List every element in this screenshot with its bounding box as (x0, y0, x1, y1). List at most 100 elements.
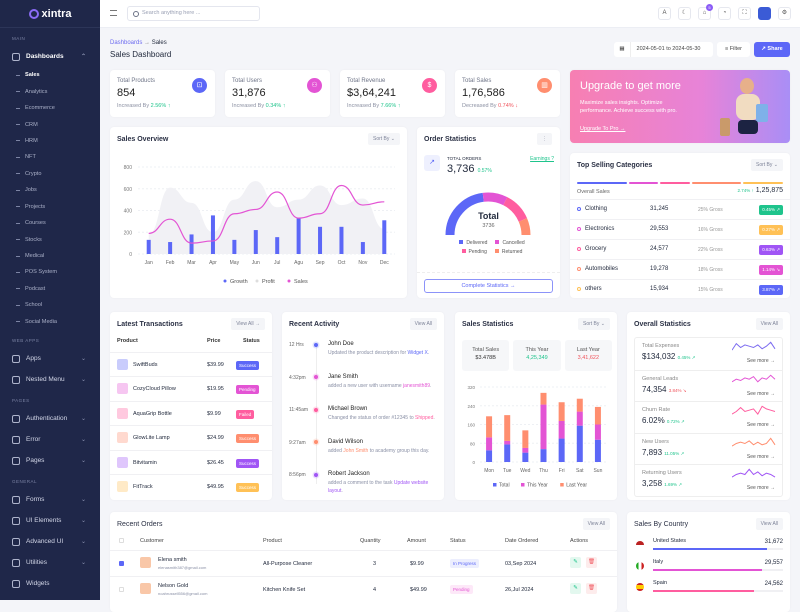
x-tick-label: May (230, 260, 240, 266)
breadcrumb-dashboards[interactable]: Dashboards (110, 40, 143, 46)
column-header: Date Ordered (505, 538, 539, 544)
upgrade-link[interactable]: Upgrade To Pro → (580, 126, 626, 132)
fullscreen-icon[interactable]: ⛶ (738, 7, 751, 20)
sidebar-item-nft[interactable]: NFT (0, 149, 100, 165)
sidebar-item-school[interactable]: School (0, 297, 100, 313)
sidebar-item-sales[interactable]: Sales (0, 67, 100, 83)
cart-icon[interactable]: ⌂ 5 (698, 4, 713, 20)
chevron-down-icon: ⌄ (80, 416, 86, 422)
x-tick-label: Thu (539, 468, 548, 474)
delete-button[interactable]: 🗑 (586, 583, 597, 594)
chart-icon: ▥ (537, 78, 552, 93)
filter-button[interactable]: ≡ Filter (717, 42, 750, 57)
edit-button[interactable]: ✎ (570, 583, 581, 594)
table-header: Customer Product Quantity Amount Status Date … (110, 536, 617, 550)
legend-delivered: Delivered (459, 240, 487, 246)
sidebar-item-error[interactable]: Error ⌄ (0, 429, 100, 450)
sales-overview-card: Sales Overview Sort By ⌄ 0 200 400 600 800 Ja… (110, 127, 407, 298)
see-more-link[interactable]: See more → (746, 358, 775, 364)
sidebar-item-dashboards[interactable]: Dashboards ⌃ (0, 46, 100, 67)
select-all-checkbox[interactable] (119, 538, 124, 543)
x-tick-label: Mar (187, 260, 196, 266)
sidebar-item-jobs[interactable]: Jobs (0, 182, 100, 198)
row-checkbox[interactable] (119, 587, 124, 592)
sort-by-button[interactable]: Sort By ⌄ (368, 133, 400, 145)
overall-statistics-card: Overall Statistics View All Total Expens… (627, 312, 790, 500)
delete-button[interactable]: 🗑 (586, 557, 597, 568)
activity-link[interactable]: Widget X (407, 350, 428, 356)
order-gauge-chart (445, 192, 531, 236)
moon-icon[interactable]: ☾ (678, 7, 691, 20)
see-more-link[interactable]: See more → (746, 485, 775, 492)
stat-box-total-sales: Total Sales $3.478B (462, 340, 510, 371)
total-bar (504, 444, 511, 462)
sidebar-item-crm[interactable]: CRM (0, 116, 100, 132)
row-checkbox[interactable] (119, 561, 124, 566)
more-options-icon[interactable]: ⋮ (537, 133, 552, 145)
see-more-link[interactable]: See more → (746, 453, 775, 460)
avatar[interactable] (758, 7, 771, 20)
sidebar-item-authentication[interactable]: Authentication ⌄ (0, 408, 100, 429)
edit-button[interactable]: ✎ (570, 557, 581, 568)
sidebar-item-projects[interactable]: Projects (0, 199, 100, 215)
sidebar-item-pos-system[interactable]: POS System (0, 264, 100, 280)
complete-statistics-button[interactable]: Complete Statistics → (424, 279, 553, 293)
x-tick-label: Wed (520, 468, 530, 474)
sidebar-item-ecommerce[interactable]: Ecommerce (0, 100, 100, 116)
sidebar-item-pages[interactable]: Pages ⌄ (0, 450, 100, 471)
sidebar-item-apps[interactable]: Apps ⌄ (0, 348, 100, 369)
x-tick-label: Jul (274, 260, 280, 266)
sort-by-button[interactable]: Sort By ⌄ (578, 318, 610, 330)
sidebar-item-hrm[interactable]: HRM (0, 133, 100, 149)
y-tick-label: 600 (124, 187, 133, 193)
sidebar-item-widgets[interactable]: Widgets (0, 573, 100, 594)
activity-link[interactable]: John Smith (343, 447, 369, 454)
share-button[interactable]: ↗ Share (754, 42, 790, 57)
sidebar-item-medical[interactable]: Medical (0, 248, 100, 264)
sidebar-item-analytics[interactable]: Analytics (0, 83, 100, 99)
total-bar (522, 452, 529, 462)
translate-icon[interactable]: A (658, 7, 671, 20)
bell-icon[interactable]: ◔ (718, 7, 731, 20)
progress-bar (653, 569, 783, 571)
search-input[interactable]: Search anything here ... (127, 6, 260, 21)
view-all-button[interactable]: View All (409, 318, 437, 330)
section-general: General (12, 479, 38, 484)
y-tick-label: 200 (124, 230, 133, 236)
sidebar-item-ui-elements[interactable]: UI Elements ⌄ (0, 510, 100, 531)
sidebar-item-advanced-ui[interactable]: Advanced UI ⌄ (0, 531, 100, 552)
cart-icon: ⊡ (192, 78, 207, 93)
activity-link[interactable]: janesmith89 (403, 382, 431, 389)
sidebar-item-forms[interactable]: Forms ⌄ (0, 489, 100, 510)
sidebar-item-podcast[interactable]: Podcast (0, 281, 100, 297)
view-all-button[interactable]: View All → (231, 318, 265, 330)
date-range-picker[interactable]: ▦ 2024-05-01 to 2024-05-30 (614, 42, 713, 57)
chevron-down-icon: ⌄ (80, 377, 86, 383)
activity-link[interactable]: Shipped (415, 415, 434, 421)
section-webapps: Web Apps (12, 338, 40, 343)
earnings-link[interactable]: Earnings ? (530, 156, 554, 162)
last-year-bar (558, 402, 565, 421)
sidebar-item-crypto[interactable]: Crypto (0, 166, 100, 182)
logo[interactable]: xintra (0, 0, 100, 28)
see-more-link[interactable]: See more → (746, 390, 775, 397)
sidebar-item-stocks[interactable]: Stocks (0, 231, 100, 247)
view-all-button[interactable]: View All (755, 318, 783, 330)
sidebar-item-utilities[interactable]: Utilities ⌄ (0, 552, 100, 573)
see-more-link[interactable]: See more → (746, 422, 775, 429)
circle-icon (577, 287, 581, 291)
gear-icon[interactable]: ⚙ (778, 7, 791, 20)
menu-toggle-icon[interactable] (110, 10, 117, 16)
breadcrumb: Dashboards → Sales (110, 40, 167, 46)
view-all-button[interactable]: View All (755, 518, 783, 530)
sidebar-item-nested-menu[interactable]: Nested Menu ⌄ (0, 369, 100, 390)
activity-link[interactable]: Update website layout (328, 480, 429, 494)
sidebar-item-courses[interactable]: Courses (0, 215, 100, 231)
growth-bar (360, 242, 365, 254)
view-all-button[interactable]: View All (582, 518, 610, 530)
sort-by-button[interactable]: Sort By ⌄ (751, 159, 783, 171)
sidebar-item-social-media[interactable]: Social Media (0, 314, 100, 330)
category-share-bar (577, 182, 627, 184)
growth-bar (168, 242, 173, 254)
legend-marker (495, 240, 500, 244)
